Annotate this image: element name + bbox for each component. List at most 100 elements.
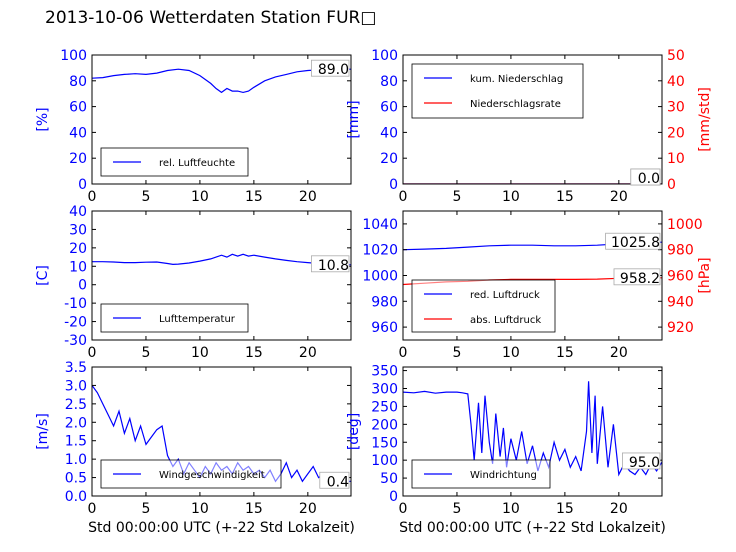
- last-value-label: 1025.8: [611, 235, 660, 251]
- legend-box: [411, 63, 584, 119]
- y-tick-label: 100: [371, 48, 398, 64]
- value-box: [605, 232, 661, 250]
- x-tick-label: 15: [556, 345, 574, 361]
- legend-pressure: red. Luftdruck abs. Luftdruck: [411, 279, 556, 333]
- y-tick-label: 50: [380, 471, 398, 487]
- y2-tick-label: 50: [667, 48, 685, 64]
- legend-label: abs. Luftdruck: [470, 315, 541, 326]
- y-tick-label: 3.5: [65, 360, 87, 376]
- chart-precip: 0 5 10 15 20 0 20 40 60 80 100 0 10 20 30 40 50 [mm] [mm/s…: [346, 48, 713, 205]
- y-tick-label: 250: [371, 399, 398, 415]
- y-tick-label: 40: [69, 125, 87, 141]
- y-tick-label: 200: [371, 417, 398, 433]
- y-tick-label: 60: [69, 100, 87, 116]
- value-box: [622, 452, 661, 470]
- y-tick-label: 40: [380, 125, 398, 141]
- y-tick-label: 300: [371, 382, 398, 398]
- y2-tick-label: 20: [667, 125, 685, 141]
- value-box: [319, 471, 350, 489]
- last-value-label: 0.0: [638, 171, 660, 187]
- x-tick-label: 20: [610, 501, 628, 517]
- y-tick-label: 2.5: [65, 397, 87, 413]
- x-tick-label: 10: [191, 189, 209, 205]
- y-tick-label: -30: [64, 333, 87, 349]
- x-tick-label: 10: [502, 501, 520, 517]
- legend-label: Lufttemperatur: [159, 314, 236, 325]
- y-tick-label: 1.0: [65, 452, 87, 468]
- last-value-label: 958.2: [620, 271, 660, 287]
- x-tick-label: 5: [452, 501, 461, 517]
- legend-temperature: Lufttemperatur: [100, 303, 249, 333]
- last-value-label: 95.0: [629, 455, 660, 471]
- y-tick-label: 0: [389, 177, 398, 193]
- x-tick-label: 15: [245, 345, 263, 361]
- x-tick-label: 0: [399, 345, 408, 361]
- legend-precip: kum. Niederschlag Niederschlagsrate: [411, 63, 584, 119]
- x-tick-label: 10: [502, 345, 520, 361]
- y-tick-label: 100: [60, 48, 87, 64]
- x-tick-label: 10: [191, 501, 209, 517]
- legend-label: Windgeschwindigkeit: [159, 470, 265, 481]
- value-box: [630, 168, 661, 186]
- y-tick-label: 0: [389, 489, 398, 505]
- y-tick-label: 0: [78, 278, 87, 294]
- y2-tick-label: 960: [667, 269, 694, 285]
- legend-humidity: rel. Luftfeuchte: [100, 147, 249, 177]
- legend-box: [411, 279, 556, 333]
- y-axis-label: [m/s]: [35, 413, 51, 450]
- y2-tick-label: 980: [667, 243, 694, 259]
- x-tick-label: 20: [299, 501, 317, 517]
- x-axis-label: Std 00:00:00 UTC (+-22 Std Lokalzeit): [88, 520, 355, 536]
- y-axis-label: [mm]: [346, 100, 362, 138]
- chart-windspeed: 0 5 10 15 20 0.0 0.5 1.0 1.5 2.0 2.5 3.0 3.5 [m/s] Std…: [35, 360, 355, 536]
- y-tick-label: 60: [380, 100, 398, 116]
- plot-frame-precip: [402, 54, 663, 185]
- x-tick-label: 5: [141, 189, 150, 205]
- y-tick-label: 1000: [362, 269, 398, 285]
- y-tick-label: 2.0: [65, 415, 87, 431]
- y-axis-label: [%]: [35, 107, 51, 131]
- x-tick-label: 15: [556, 189, 574, 205]
- y-tick-label: 0.5: [65, 471, 87, 487]
- x-tick-label: 5: [141, 345, 150, 361]
- last-value-label: 89.0: [318, 62, 349, 78]
- chart-pressure: 0 5 10 15 20 960 980 1000 1020 1040 920 940 960 980 10…: [362, 210, 713, 361]
- y2-tick-label: 0: [667, 177, 676, 193]
- x-tick-label: 5: [452, 189, 461, 205]
- x-tick-label: 0: [399, 501, 408, 517]
- y2-tick-label: 30: [667, 100, 685, 116]
- y-tick-label: 30: [69, 222, 87, 238]
- y-tick-label: 1020: [362, 243, 398, 259]
- last-value-label: 10.8: [318, 258, 349, 274]
- value-box: [310, 59, 350, 77]
- x-tick-label: 10: [191, 345, 209, 361]
- plot-frame-temperature: [91, 210, 352, 341]
- legend-label: Windrichtung: [470, 470, 537, 481]
- x-tick-label: 20: [610, 189, 628, 205]
- y-tick-label: 0: [78, 177, 87, 193]
- y-tick-label: 20: [380, 151, 398, 167]
- x-tick-label: 20: [610, 345, 628, 361]
- plot-frame-windspeed: [91, 366, 352, 497]
- y-tick-label: -20: [64, 315, 87, 331]
- y-tick-label: 80: [69, 74, 87, 90]
- x-tick-label: 20: [299, 189, 317, 205]
- series-line-humidity-0: [92, 68, 351, 94]
- y-tick-label: 3.0: [65, 378, 87, 394]
- y2-tick-label: 920: [667, 320, 694, 336]
- y-tick-label: 10: [69, 259, 87, 275]
- value-box: [310, 255, 350, 273]
- value-box: [613, 268, 661, 286]
- y2-axis-label: [hPa]: [697, 257, 713, 293]
- y-tick-label: 1040: [362, 217, 398, 233]
- y-axis-label: [deg]: [346, 413, 362, 450]
- legend-label: red. Luftdruck: [470, 290, 540, 301]
- y-tick-label: 40: [69, 204, 87, 220]
- x-tick-label: 0: [88, 345, 97, 361]
- x-axis-label: Std 00:00:00 UTC (+-22 Std Lokalzeit): [399, 520, 666, 536]
- y-axis-label: [C]: [35, 265, 51, 286]
- plot-frame-winddir: [402, 366, 663, 497]
- last-value-label: 0.4: [327, 474, 349, 490]
- y-tick-label: 980: [371, 294, 398, 310]
- y-tick-label: 20: [69, 241, 87, 257]
